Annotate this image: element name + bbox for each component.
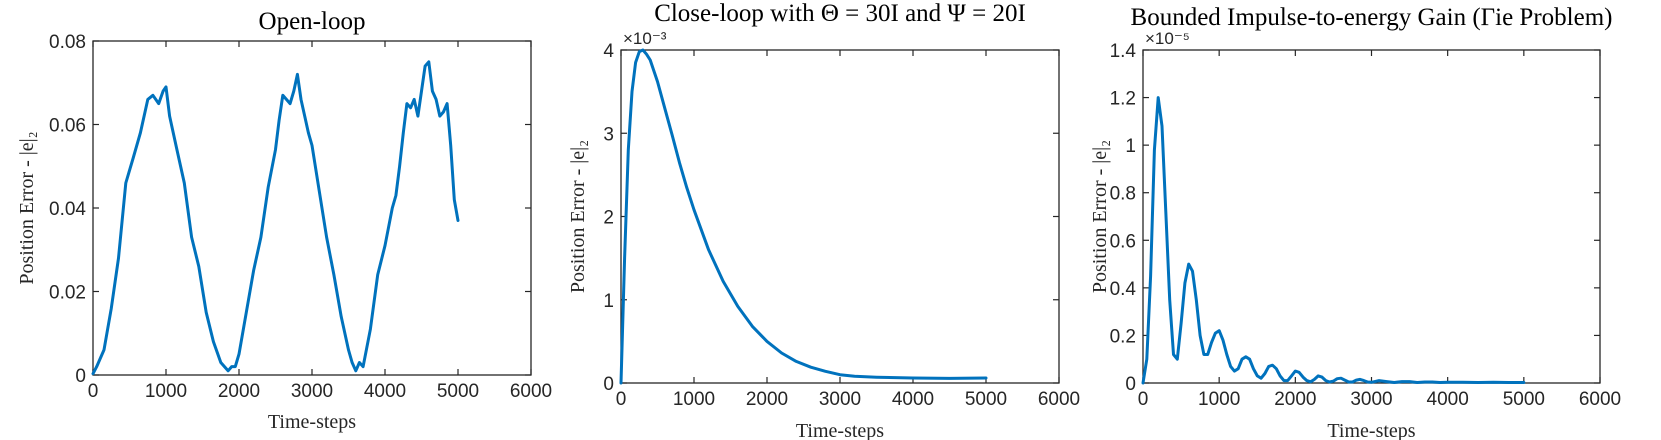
x-tick-label: 4000 (364, 381, 406, 402)
y-tick-label: 1 (1125, 136, 1136, 157)
series-line (619, 48, 988, 385)
y-tick-label: 0.2 (1110, 326, 1136, 347)
y-tick-label: 0.02 (49, 283, 86, 304)
x-tick-label: 6000 (1038, 389, 1080, 410)
x-tick-label: 2000 (746, 389, 788, 410)
y-tick-label: 4 (603, 41, 614, 62)
y-tick-label: 0.04 (49, 199, 86, 220)
x-tick-label: 5000 (1503, 389, 1545, 410)
chart-title: Bounded Impulse-to-energy Gain (Γie Prob… (1131, 4, 1613, 31)
axis-exponent-label: ×10⁻⁵ (1145, 29, 1190, 48)
x-tick-label: 0 (616, 389, 627, 410)
x-tick-label: 6000 (1579, 389, 1621, 410)
y-tick-label: 1.4 (1110, 41, 1137, 62)
x-tick-label: 1000 (1198, 389, 1240, 410)
y-tick-label: 0.6 (1110, 231, 1136, 252)
x-axis-label: Time-steps (1327, 420, 1415, 440)
x-tick-label: 6000 (510, 381, 552, 402)
x-tick-label: 0 (88, 381, 99, 402)
series-line (91, 60, 460, 376)
y-axis-label: Position Error - |e|₂ (567, 140, 589, 293)
x-axis-label: Time-steps (268, 411, 356, 433)
plot-frame (620, 49, 1060, 384)
y-axis-label: Position Error - |e|₂ (1089, 140, 1111, 293)
y-tick-label: 0 (1125, 374, 1136, 395)
y-tick-label: 0.06 (49, 116, 86, 137)
y-tick-label: 0.08 (49, 32, 86, 53)
x-tick-label: 2000 (1274, 389, 1316, 410)
y-tick-label: 2 (603, 208, 614, 229)
x-tick-label: 2000 (218, 381, 260, 402)
chart-title: Open-loop (259, 8, 366, 35)
y-tick-label: 1 (603, 291, 614, 312)
y-tick-label: 0.8 (1110, 184, 1136, 205)
chart-title: Close-loop with Θ = 30I and Ψ = 20I (654, 0, 1026, 27)
x-tick-label: 4000 (892, 389, 934, 410)
x-tick-label: 1000 (673, 389, 715, 410)
plot-frame (92, 40, 532, 376)
plot-frame (1142, 49, 1601, 384)
y-tick-label: 0.4 (1110, 279, 1137, 300)
x-tick-label: 1000 (145, 381, 187, 402)
x-tick-label: 4000 (1427, 389, 1469, 410)
x-axis-label: Time-steps (796, 420, 884, 440)
x-tick-label: 3000 (291, 381, 333, 402)
x-tick-label: 3000 (1350, 389, 1392, 410)
series-line (1141, 96, 1526, 385)
x-tick-label: 5000 (437, 381, 479, 402)
y-tick-label: 0 (603, 374, 614, 395)
y-tick-label: 1.2 (1110, 89, 1136, 110)
x-tick-label: 5000 (965, 389, 1007, 410)
x-tick-label: 3000 (819, 389, 861, 410)
chart-3: 0 1000 2000 3000 4000 5000 6000 0 0.2 0.4 0.6 0.8 1 1… (1089, 4, 1621, 440)
y-tick-label: 3 (603, 124, 614, 145)
chart-2: 0 1000 2000 3000 4000 5000 6000 0 1 2 3 4 ×10⁻³ Close… (567, 0, 1080, 440)
axis-exponent-label: ×10⁻³ (623, 29, 667, 48)
x-tick-label: 0 (1138, 389, 1149, 410)
y-axis-label: Position Error - |e|₂ (16, 131, 38, 284)
y-tick-label: 0 (75, 366, 86, 387)
chart-1: 0 1000 2000 3000 4000 5000 6000 0 0.02 0.04 0.06 0.… (16, 8, 552, 433)
